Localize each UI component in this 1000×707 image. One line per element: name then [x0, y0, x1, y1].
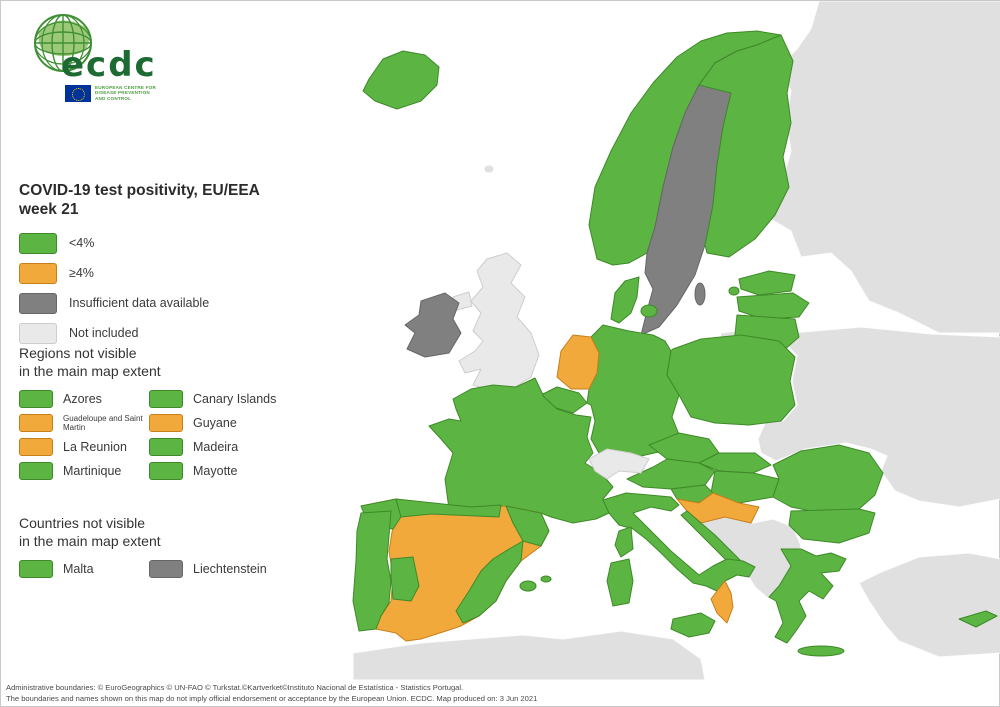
swatch-guyane — [149, 414, 183, 432]
legend-swatch-lightgray — [19, 322, 57, 344]
region-item-guadeloupe: Guadeloupe and Saint Martin — [19, 414, 143, 432]
footer-line-boundaries: Administrative boundaries: © EuroGeograp… — [6, 683, 464, 692]
map-north-africa — [352, 630, 706, 680]
map-france — [428, 377, 614, 524]
region-item-madeira: Madeira — [149, 438, 238, 456]
map-greece — [768, 548, 847, 644]
map-sardinia — [606, 558, 634, 607]
countries-section-title: Countries not visible in the main map ex… — [19, 515, 161, 549]
regions-grid: Azores Guadeloupe and Saint Martin La Re… — [19, 390, 319, 500]
legend-swatch-orange — [19, 262, 57, 284]
ecdc-org-name: EUROPEAN CENTRE FOR DISEASE PREVENTION A… — [95, 85, 156, 101]
europe-map-svg — [352, 1, 1000, 680]
regions-section-title: Regions not visible in the main map exte… — [19, 345, 161, 379]
map-zealand — [640, 304, 658, 318]
legend: COVID-19 test positivity, EU/EEA week 21… — [19, 181, 319, 348]
map-saaremaa — [728, 286, 740, 296]
map-bulgaria — [788, 508, 876, 544]
map-united-kingdom — [458, 252, 540, 392]
map-calabria — [710, 580, 734, 624]
map-switzerland — [588, 448, 650, 480]
map-iceland — [362, 50, 440, 110]
map-portugal — [352, 510, 392, 632]
map-netherlands — [556, 334, 600, 390]
map-crete — [797, 645, 845, 657]
swatch-malta — [19, 560, 53, 578]
swatch-mayotte — [149, 462, 183, 480]
map-gotland — [694, 282, 706, 306]
ecdc-globe-icon — [34, 14, 92, 72]
swatch-guadeloupe — [19, 414, 53, 432]
region-item-canary-islands: Canary Islands — [149, 390, 276, 408]
map-belarus-ukraine — [757, 326, 1000, 508]
footer-line-produced: The boundaries and names shown on this m… — [6, 693, 538, 703]
legend-item-not-included: Not included — [19, 318, 319, 348]
ecdc-wordmark: ecdc — [61, 45, 157, 85]
map-valencia-murcia — [455, 540, 524, 624]
region-item-guyane: Guyane — [149, 414, 237, 432]
region-item-azores: Azores — [19, 390, 102, 408]
countries-not-visible-section: Countries not visible in the main map ex… — [19, 515, 319, 590]
map-catalonia — [505, 505, 550, 547]
footer-disclaimer: Administrative boundaries: © EuroGeograp… — [6, 683, 537, 704]
map-turkey — [858, 552, 1000, 658]
map-cyprus — [958, 610, 998, 628]
map-menorca — [540, 575, 552, 583]
europe-map — [1, 1, 1000, 680]
map-ireland — [404, 292, 462, 358]
swatch-martinique — [19, 462, 53, 480]
swatch-canary-islands — [149, 390, 183, 408]
swatch-azores — [19, 390, 53, 408]
map-extremadura — [390, 556, 420, 602]
swatch-madeira — [149, 438, 183, 456]
legend-item-insufficient: Insufficient data available — [19, 288, 319, 318]
regions-not-visible-section: Regions not visible in the main map exte… — [19, 345, 319, 500]
region-item-mayotte: Mayotte — [149, 462, 237, 480]
map-corsica — [614, 526, 634, 558]
country-item-liechtenstein: Liechtenstein — [149, 560, 267, 578]
countries-grid: Malta Liechtenstein — [19, 560, 319, 590]
map-romania — [772, 444, 884, 514]
eu-flag-icon — [65, 85, 91, 102]
map-russia — [765, 1, 1000, 334]
swatch-liechtenstein — [149, 560, 183, 578]
region-item-martinique: Martinique — [19, 462, 121, 480]
country-item-malta: Malta — [19, 560, 94, 578]
map-title: COVID-19 test positivity, EU/EEA week 21 — [19, 182, 260, 218]
map-latvia — [736, 292, 810, 320]
map-poland — [666, 334, 796, 426]
map-mallorca — [519, 580, 537, 592]
map-faroe-islands — [483, 164, 495, 174]
map-denmark — [610, 276, 640, 324]
region-item-la-reunion: La Reunion — [19, 438, 127, 456]
map-sicily — [670, 612, 716, 638]
map-germany — [586, 324, 681, 457]
ecdc-logo: ecdc EUROPEAN CENTRE FOR DISEASE PREVENT… — [27, 9, 207, 109]
legend-swatch-darkgray — [19, 292, 57, 314]
legend-item-ge4: ≥4% — [19, 258, 319, 288]
legend-swatch-green — [19, 232, 57, 254]
map-estonia — [738, 270, 796, 296]
legend-items: <4% ≥4% Insufficient data available Not … — [19, 228, 319, 348]
map-spain-north-coast — [395, 498, 502, 518]
swatch-la-reunion — [19, 438, 53, 456]
map-finland — [698, 34, 794, 258]
legend-item-lt4: <4% — [19, 228, 319, 258]
map-italy — [602, 492, 756, 592]
